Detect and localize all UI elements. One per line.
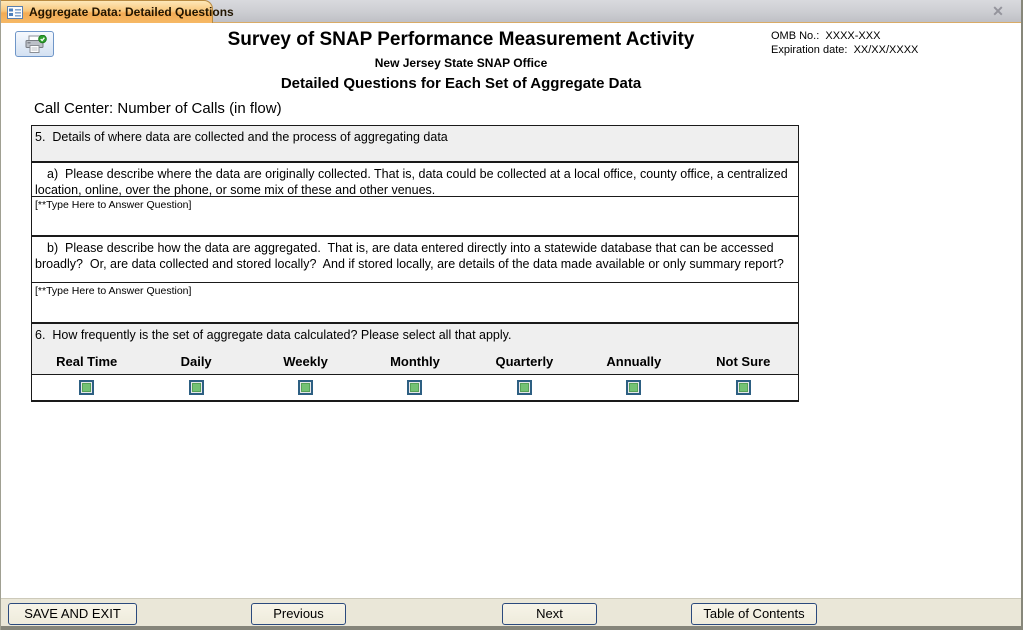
form-body: Survey of SNAP Performance Measurement A… [1,24,1021,598]
question-table: 5. Details of where data are collected a… [31,125,799,402]
checkbox-real-time[interactable] [79,380,95,395]
question-5b-answer-value: [**Type Here to Answer Question] [35,285,192,297]
checkbox-daily[interactable] [188,380,204,395]
question-5a-text: a) Please describe where the data are or… [35,167,792,197]
question-6-header-row: 6. How frequently is the set of aggregat… [32,324,798,349]
checkbox-fill [410,383,420,392]
print-button[interactable] [15,31,54,57]
question-6-option-labels-row: Real Time Daily Weekly Monthly Quarterly… [32,349,798,375]
option-label-monthly: Monthly [390,354,440,369]
question-5a-answer-field[interactable]: [**Type Here to Answer Question] [32,197,798,237]
document-tab-bar: Aggregate Data: Detailed Questions ✕ [1,0,1021,23]
printer-icon [23,34,47,54]
option-label-weekly: Weekly [283,354,328,369]
checkbox-fill [301,383,311,392]
checkbox-annually[interactable] [626,380,642,395]
question-6-header-text: 6. How frequently is the set of aggregat… [35,328,512,342]
checkbox-not-sure[interactable] [735,380,751,395]
omb-number-value: XXXX-XXX [825,30,881,42]
close-icon[interactable]: ✕ [992,3,1004,19]
expiration-date-value: XX/XX/XXXX [853,44,919,56]
checkbox-quarterly[interactable] [516,380,532,395]
checkbox-weekly[interactable] [298,380,314,395]
question-5a-row: a) Please describe where the data are or… [32,163,798,197]
question-5-header-row: 5. Details of where data are collected a… [32,126,798,163]
option-label-not-sure: Not Sure [716,354,771,369]
option-label-quarterly: Quarterly [495,354,554,369]
previous-button[interactable]: Previous [251,603,346,625]
question-5b-answer-field[interactable]: [**Type Here to Answer Question] [32,283,798,324]
omb-number-label: OMB No.: [771,30,820,42]
option-label-annually: Annually [606,354,662,369]
tab-title: Aggregate Data: Detailed Questions [29,5,234,19]
save-and-exit-button[interactable]: SAVE AND EXIT [8,603,137,625]
section-title: Detailed Questions for Each Set of Aggre… [280,75,642,92]
question-5a-answer-value: [**Type Here to Answer Question] [35,199,192,211]
omb-block: OMB No.: XXXX-XXX Expiration date: XX/XX… [771,29,918,57]
form-footer-bar: SAVE AND EXIT Previous Next Table of Con… [1,598,1021,630]
question-5b-text: b) Please describe how the data are aggr… [35,241,784,271]
office-subtitle: New Jersey State SNAP Office [374,56,548,70]
option-label-daily: Daily [180,354,212,369]
option-label-real-time: Real Time [56,354,118,369]
question-5-header-text: 5. Details of where data are collected a… [35,130,448,144]
question-6-checkbox-row [32,375,798,400]
dataset-context-label: Call Center: Number of Calls (in flow) [34,100,282,117]
table-of-contents-button[interactable]: Table of Contents [691,603,817,625]
page-title: Survey of SNAP Performance Measurement A… [227,29,695,50]
checkbox-fill [82,383,92,392]
expiration-date-label: Expiration date: [771,44,848,56]
tab-aggregate-data-detailed-questions[interactable]: Aggregate Data: Detailed Questions [1,0,234,23]
next-button[interactable]: Next [502,603,597,625]
checkbox-monthly[interactable] [407,380,423,395]
form-window-icon [7,5,23,19]
checkbox-fill [191,383,201,392]
checkbox-fill [629,383,639,392]
checkbox-fill [738,383,748,392]
question-5b-row: b) Please describe how the data are aggr… [32,237,798,283]
checkbox-fill [519,383,529,392]
